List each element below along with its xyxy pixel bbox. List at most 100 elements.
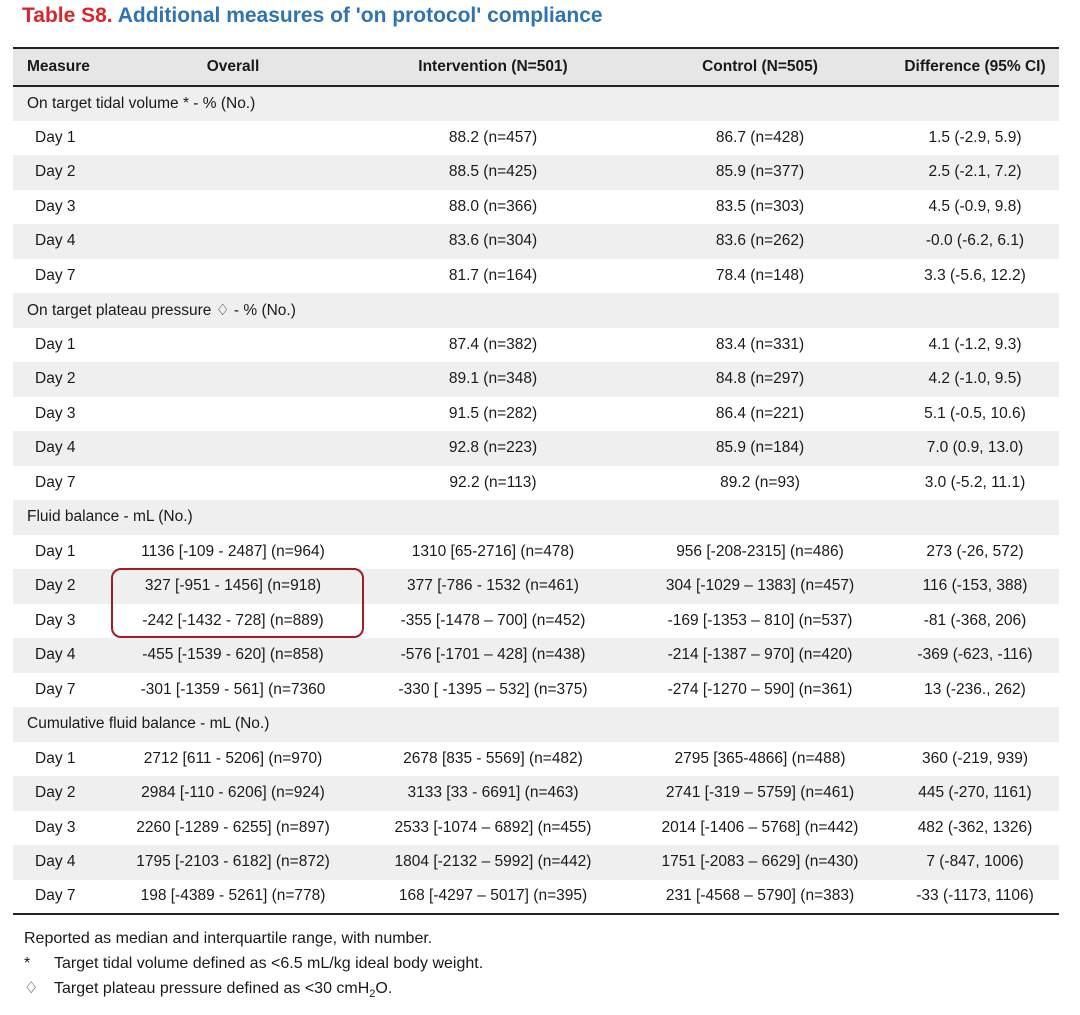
- cell-measure: Day 2: [35, 784, 76, 802]
- cell-measure: Day 3: [35, 818, 76, 836]
- table-row: Day 2 89.1 (n=348) 84.8 (n=297) 4.2 (-1.0, …: [13, 362, 1059, 397]
- cell-measure: Day 7: [35, 266, 76, 284]
- cell-overall: [109, 466, 357, 501]
- cell-difference: -0.0 (-6.2, 6.1): [925, 232, 1025, 250]
- cell-control: 89.2 (n=93): [720, 473, 800, 491]
- cell-measure: Day 1: [35, 128, 76, 146]
- table-row: Day 4 -455 [-1539 - 620] (n=858) -576 [-17…: [13, 638, 1059, 673]
- cell-overall: [109, 397, 357, 432]
- header-measure: Measure: [27, 58, 90, 75]
- table-label: Table S8.: [22, 4, 113, 27]
- cell-control: 956 [-208-2315] (n=486): [676, 542, 844, 560]
- table-row: Day 1 87.4 (n=382) 83.4 (n=331) 4.1 (-1.2, …: [13, 328, 1059, 363]
- section-row: Fluid balance - mL (No.): [13, 500, 1059, 535]
- cell-overall: [109, 224, 357, 259]
- section-row: On target plateau pressure ♢ - % (No.): [13, 293, 1059, 328]
- table-row: Day 4 83.6 (n=304) 83.6 (n=262) -0.0 (-6.2,…: [13, 224, 1059, 259]
- cell-intervention: 377 [-786 - 1532 (n=461): [407, 577, 579, 595]
- table-row: Day 2 88.5 (n=425) 85.9 (n=377) 2.5 (-2.1, …: [13, 155, 1059, 190]
- cell-intervention: 91.5 (n=282): [448, 404, 538, 422]
- highlight-box: [111, 568, 364, 638]
- cell-measure: Day 3: [35, 197, 76, 215]
- table-row: Day 4 92.8 (n=223) 85.9 (n=184) 7.0 (0.9, 1…: [13, 431, 1059, 466]
- cell-control: 83.5 (n=303): [715, 197, 805, 215]
- table-notes: Reported as median and interquartile ran…: [24, 926, 483, 1007]
- note-reported: Reported as median and interquartile ran…: [24, 930, 433, 947]
- cell-intervention: 83.6 (n=304): [448, 232, 538, 250]
- cell-intervention: -330 [ -1395 – 532] (n=375): [398, 680, 588, 698]
- cell-measure: Day 2: [35, 577, 76, 595]
- cell-measure: Day 4: [35, 646, 76, 664]
- header-control: Control (N=505): [702, 58, 818, 75]
- cell-difference: 7 (-847, 1006): [926, 853, 1024, 871]
- footnote-tidal-text: Target tidal volume defined as <6.5 mL/k…: [54, 955, 484, 972]
- table-row: Day 7 81.7 (n=164) 78.4 (n=148) 3.3 (-5.6, …: [13, 259, 1059, 294]
- cell-difference: 360 (-219, 939): [922, 749, 1028, 767]
- section-label: On target plateau pressure ♢ - % (No.): [27, 301, 296, 319]
- cell-measure: Day 7: [35, 473, 76, 491]
- cell-overall: 2260 [-1289 - 6255] (n=897): [136, 818, 330, 836]
- cell-overall: -242 [-1432 - 728] (n=889): [142, 611, 324, 629]
- cell-difference: -33 (-1173, 1106): [916, 887, 1034, 905]
- table-row: Day 1 1136 [-109 - 2487] (n=964) 1310 [65-…: [13, 535, 1059, 570]
- cell-measure: Day 1: [35, 542, 76, 560]
- footnote-plateau-text: Target plateau pressure defined as <30 c…: [54, 976, 392, 1007]
- cell-control: 83.4 (n=331): [715, 335, 805, 353]
- table-row: Day 2 2984 [-110 - 6206] (n=924) 3133 [33 …: [13, 776, 1059, 811]
- cell-overall: -455 [-1539 - 620] (n=858): [142, 646, 324, 664]
- section-label: Fluid balance - mL (No.): [27, 508, 193, 526]
- table-row: Day 7 -301 [-1359 - 561] (n=7360 -330 [ -1…: [13, 673, 1059, 708]
- cell-overall: [109, 155, 357, 190]
- cell-difference: 4.1 (-1.2, 9.3): [928, 335, 1022, 353]
- footnote-tidal: * Target tidal volume defined as <6.5 mL…: [24, 951, 483, 976]
- cell-control: 86.4 (n=221): [715, 404, 805, 422]
- cell-measure: Day 7: [35, 680, 76, 698]
- cell-control: 85.9 (n=377): [715, 163, 805, 181]
- cell-overall: 1795 [-2103 - 6182] (n=872): [136, 853, 330, 871]
- cell-difference: 3.0 (-5.2, 11.1): [924, 473, 1026, 491]
- cell-overall: [109, 328, 357, 363]
- cell-measure: Day 4: [35, 853, 76, 871]
- cell-measure: Day 4: [35, 439, 76, 457]
- cell-control: -214 [-1387 – 970] (n=420): [667, 646, 853, 664]
- cell-overall: [109, 259, 357, 294]
- footnote-plateau-sub: 2: [369, 988, 376, 1001]
- cell-control: 2741 [-319 – 5759] (n=461): [665, 784, 855, 802]
- footnote-plateau: ♢ Target plateau pressure defined as <30…: [24, 976, 483, 1007]
- cell-control: 2014 [-1406 – 5768] (n=442): [661, 818, 859, 836]
- cell-overall: 198 [-4389 - 5261] (n=778): [140, 887, 326, 905]
- cell-control: 86.7 (n=428): [715, 128, 805, 146]
- footnote-diamond: ♢: [24, 980, 39, 997]
- cell-measure: Day 4: [35, 232, 76, 250]
- cell-intervention: 1310 [65-2716] (n=478): [411, 542, 575, 560]
- section-label: Cumulative fluid balance - mL (No.): [27, 715, 270, 733]
- cell-overall: 327 [-951 - 1456] (n=918): [144, 577, 322, 595]
- cell-difference: 7.0 (0.9, 13.0): [926, 439, 1024, 457]
- table-row: Day 3 88.0 (n=366) 83.5 (n=303) 4.5 (-0.9, …: [13, 190, 1059, 225]
- cell-intervention: 81.7 (n=164): [448, 266, 538, 284]
- compliance-table: Measure Overall Intervention (N=501) Con…: [13, 47, 1059, 915]
- cell-difference: 2.5 (-2.1, 7.2): [928, 163, 1022, 181]
- cell-overall: [109, 190, 357, 225]
- cell-difference: 4.5 (-0.9, 9.8): [928, 197, 1022, 215]
- cell-control: 78.4 (n=148): [715, 266, 805, 284]
- cell-difference: 5.1 (-0.5, 10.6): [924, 404, 1026, 422]
- table-row: Day 7 92.2 (n=113) 89.2 (n=93) 3.0 (-5.2, 1…: [13, 466, 1059, 501]
- footnote-plateau-text-b: O.: [375, 980, 393, 997]
- cell-intervention: 88.2 (n=457): [448, 128, 538, 146]
- table-row: Day 1 2712 [611 - 5206] (n=970) 2678 [835 …: [13, 742, 1059, 777]
- cell-intervention: 3133 [33 - 6691] (n=463): [407, 784, 579, 802]
- section-row: On target tidal volume * - % (No.): [13, 86, 1059, 121]
- table-row: Day 3 2260 [-1289 - 6255] (n=897) 2533 [-1…: [13, 811, 1059, 846]
- header-row: Measure Overall Intervention (N=501) Con…: [13, 48, 1059, 86]
- header-intervention: Intervention (N=501): [418, 58, 568, 75]
- cell-overall: [109, 431, 357, 466]
- cell-control: 85.9 (n=184): [715, 439, 805, 457]
- cell-control: 1751 [-2083 – 6629] (n=430): [661, 853, 859, 871]
- cell-difference: 482 (-362, 1326): [917, 818, 1033, 836]
- cell-overall: [109, 121, 357, 156]
- table-row: Day 1 88.2 (n=457) 86.7 (n=428) 1.5 (-2.9, …: [13, 121, 1059, 156]
- cell-intervention: 88.0 (n=366): [448, 197, 538, 215]
- table-row: Day 3 -242 [-1432 - 728] (n=889) -355 [-14…: [13, 604, 1059, 639]
- table-title: Table S8. Additional measures of 'on pro…: [22, 4, 603, 28]
